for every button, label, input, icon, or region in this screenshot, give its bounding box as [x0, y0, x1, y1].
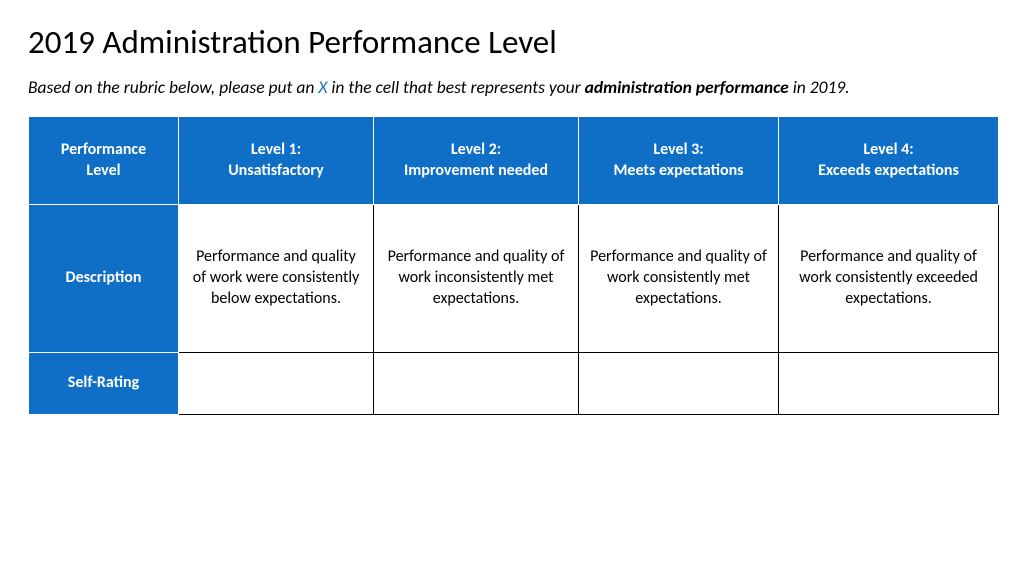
col-header-line1: Level 3: [653, 140, 703, 159]
rating-cell-level-2[interactable] [374, 353, 579, 415]
col-header-line1: Performance [61, 140, 146, 159]
rubric-table: Performance Level Level 1: Unsatisfactor… [28, 116, 999, 415]
desc-cell-level-3: Performance and quality of work consiste… [579, 205, 779, 353]
col-header-line2: Exceeds expectations [818, 161, 959, 180]
desc-cell-level-1: Performance and quality of work were con… [179, 205, 374, 353]
col-header-line1: Level 4: [863, 140, 913, 159]
col-header-line1: Level 1: [251, 140, 301, 159]
col-header-line1: Level 2: [451, 140, 501, 159]
col-header-performance-level: Performance Level [29, 117, 179, 205]
instruction-text: Based on the rubric below, please put an… [28, 76, 996, 98]
rating-cell-level-1[interactable] [179, 353, 374, 415]
desc-cell-level-2: Performance and quality of work inconsis… [374, 205, 579, 353]
col-header-line2: Level [86, 161, 120, 180]
col-header-line2: Improvement needed [404, 161, 548, 180]
row-label-description: Description [29, 205, 179, 353]
table-header-row: Performance Level Level 1: Unsatisfactor… [29, 117, 999, 205]
col-header-level-4: Level 4: Exceeds expectations [779, 117, 999, 205]
instruction-bold: administration performance [585, 76, 789, 98]
col-header-level-2: Level 2: Improvement needed [374, 117, 579, 205]
rating-cell-level-3[interactable] [579, 353, 779, 415]
row-label-self-rating: Self-Rating [29, 353, 179, 415]
col-header-line2: Unsatisfactory [228, 161, 324, 180]
instruction-pre: Based on the rubric below, please put an [28, 76, 318, 98]
instruction-post: in 2019. [789, 76, 850, 98]
col-header-level-3: Level 3: Meets expectations [579, 117, 779, 205]
table-row: Description Performance and quality of w… [29, 205, 999, 353]
page-title: 2019 Administration Performance Level [28, 22, 996, 62]
table-row: Self-Rating [29, 353, 999, 415]
instruction-mid: in the cell that best represents your [327, 76, 584, 98]
col-header-line2: Meets expectations [613, 161, 743, 180]
desc-cell-level-4: Performance and quality of work consiste… [779, 205, 999, 353]
rating-cell-level-4[interactable] [779, 353, 999, 415]
col-header-level-1: Level 1: Unsatisfactory [179, 117, 374, 205]
